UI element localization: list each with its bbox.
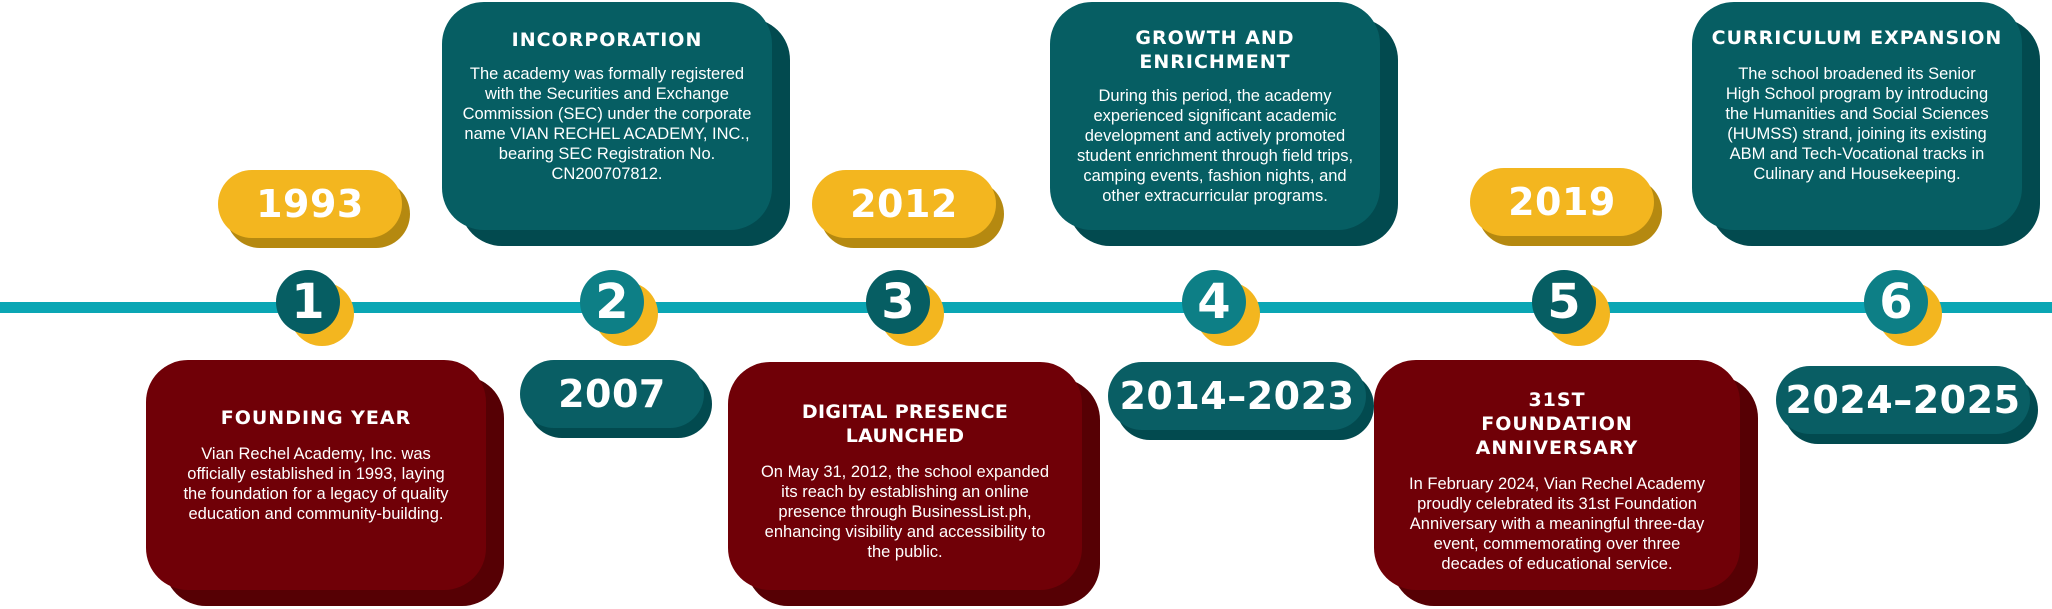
timeline-line (0, 302, 2052, 313)
year-label: 1993 (218, 170, 402, 238)
milestone-card-4: GROWTH AND ENRICHMENT During this period… (1050, 2, 1398, 246)
milestone-number: 6 (1864, 270, 1928, 334)
card-title: INCORPORATION (511, 29, 703, 51)
year-pill-1: 1993 (218, 170, 410, 248)
card-text: In February 2024, Vian Rechel Academy pr… (1409, 475, 1705, 573)
year-pill-2: 2007 (520, 360, 712, 438)
milestone-node-4: 4 (1182, 270, 1260, 346)
milestone-node-2: 2 (580, 270, 658, 346)
year-label: 2012 (812, 170, 996, 238)
milestone-card-6: CURRICULUM EXPANSION The school broadene… (1692, 2, 2040, 246)
milestone-card-5: 31ST FOUNDATION ANNIVERSARY In February … (1374, 360, 1758, 606)
milestone-card-1: FOUNDING YEAR Vian Rechel Academy, Inc. … (146, 360, 504, 606)
card-title: DIGITAL PRESENCE LAUNCHED (801, 401, 1009, 447)
year-pill-4: 2014–2023 (1108, 362, 1374, 440)
milestone-card-2: INCORPORATION The academy was formally r… (442, 2, 790, 246)
card-title: GROWTH AND ENRICHMENT (1135, 27, 1295, 73)
milestone-node-3: 3 (866, 270, 944, 346)
card-text: On May 31, 2012, the school expanded its… (760, 463, 1050, 561)
milestone-number: 4 (1182, 270, 1246, 334)
milestone-node-1: 1 (276, 270, 354, 346)
year-pill-5: 2019 (1470, 168, 1662, 246)
year-label: 2019 (1470, 168, 1654, 236)
milestone-number: 5 (1532, 270, 1596, 334)
card-title: 31ST FOUNDATION ANNIVERSARY (1475, 389, 1639, 459)
card-text: The school broadened its Senior High Sch… (1725, 65, 1989, 183)
milestone-number: 3 (866, 270, 930, 334)
year-pill-6: 2024–2025 (1776, 366, 2038, 444)
milestone-card-3: DIGITAL PRESENCE LAUNCHED On May 31, 201… (728, 362, 1100, 606)
year-pill-3: 2012 (812, 170, 1004, 248)
milestone-node-5: 5 (1532, 270, 1610, 346)
card-title: FOUNDING YEAR (220, 407, 412, 429)
card-text: Vian Rechel Academy, Inc. was officially… (183, 445, 449, 523)
year-label: 2014–2023 (1108, 362, 1366, 430)
year-label: 2024–2025 (1776, 366, 2030, 434)
card-text: During this period, the academy experien… (1076, 87, 1354, 205)
year-label: 2007 (520, 360, 704, 428)
milestone-number: 1 (276, 270, 340, 334)
card-text: The academy was formally registered with… (462, 65, 752, 183)
milestone-number: 2 (580, 270, 644, 334)
milestone-node-6: 6 (1864, 270, 1942, 346)
card-title: CURRICULUM EXPANSION (1711, 27, 2003, 49)
